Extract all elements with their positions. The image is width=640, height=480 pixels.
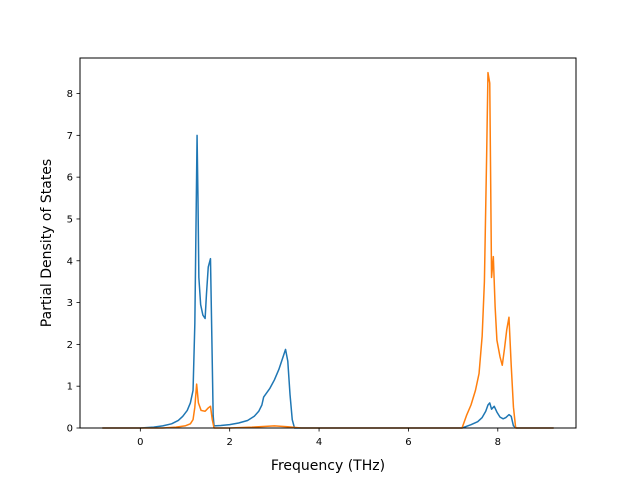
x-tick-label: 4 [316, 437, 322, 448]
x-tick-label: 8 [495, 437, 501, 448]
series-line-2 [102, 71, 554, 429]
x-tick-label: 2 [227, 437, 233, 448]
y-axis-ticks: 0 1 2 3 4 5 6 7 8 [67, 89, 80, 435]
y-tick-label: 3 [67, 298, 73, 309]
y-tick-label: 1 [67, 382, 73, 393]
y-tick-label: 2 [67, 340, 73, 351]
x-axis-label: Frequency (THz) [271, 458, 385, 474]
plot-frame [79, 57, 577, 429]
series-layer [102, 71, 554, 429]
y-tick-label: 6 [67, 173, 73, 184]
series-line-1 [102, 134, 554, 429]
y-tick-label: 8 [67, 89, 73, 100]
x-axis-ticks: 0 2 4 6 8 [137, 428, 501, 448]
y-tick-label: 4 [67, 256, 73, 267]
y-tick-label: 7 [67, 131, 73, 142]
x-tick-label: 0 [137, 437, 143, 448]
x-tick-label: 6 [405, 437, 411, 448]
y-axis-label: Partial Density of States [39, 159, 55, 327]
y-tick-label: 0 [67, 424, 73, 435]
y-tick-label: 5 [67, 214, 73, 225]
